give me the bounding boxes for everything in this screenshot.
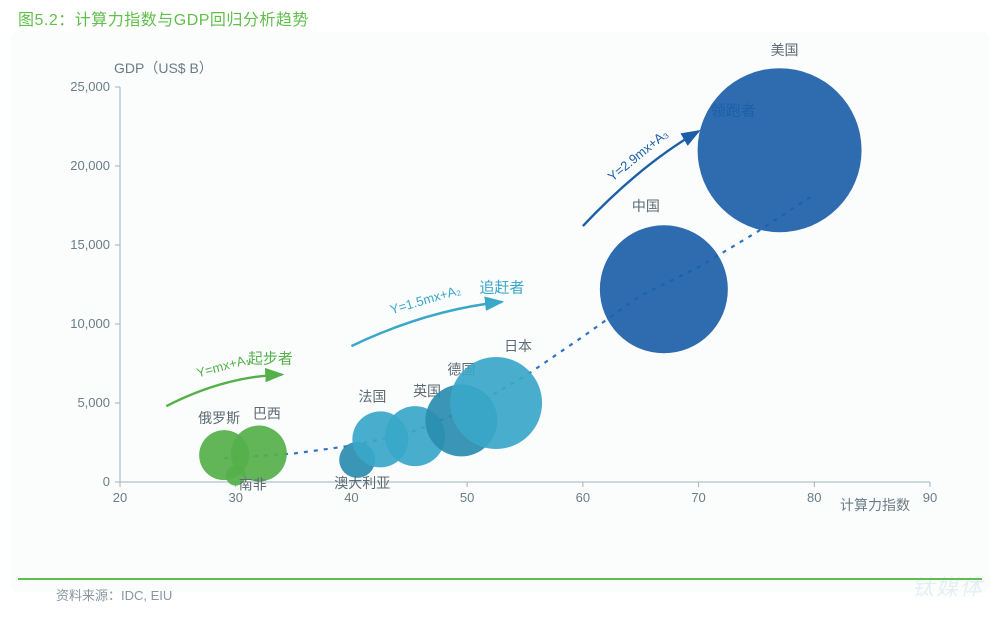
bottom-rule: [18, 578, 982, 580]
x-axis-title: 计算力指数: [840, 497, 910, 513]
source-label: 资料来源：IDC, EIU: [56, 585, 172, 604]
group-label-leaders: 领跑者: [711, 102, 756, 119]
page-root: 图5.2：计算力指数与GDP回归分析趋势 GDP（US$ B） 计算力指数 0 5,0…: [0, 0, 1000, 632]
bubble-label: 美国: [771, 42, 799, 58]
x-tick-label: 50: [460, 490, 474, 505]
x-tick-label: 80: [807, 490, 821, 505]
group-label-starters: 起步者: [248, 351, 293, 368]
bubble-日本: [450, 357, 542, 449]
y-tick-label: 0: [103, 474, 110, 489]
x-tick-label: 20: [113, 490, 127, 505]
bubble-chart: GDP（US$ B）计算力指数05,00010,00015,00020,0002…: [70, 82, 940, 512]
y-tick-label: 25,000: [70, 79, 110, 94]
group-arrow-chasers: [351, 302, 501, 346]
figure-title-text: 计算力指数与GDP回归分析趋势: [75, 12, 309, 29]
y-tick-label: 10,000: [70, 316, 110, 331]
y-tick-label: 5,000: [77, 395, 110, 410]
bubble-label: 法国: [358, 388, 386, 404]
group-arrow-starters: [166, 375, 282, 407]
equation-label: Y=mx+A₁: [195, 351, 252, 380]
y-tick-label: 20,000: [70, 158, 110, 173]
bubble-label: 中国: [632, 198, 660, 214]
x-tick-label: 40: [344, 490, 358, 505]
group-label-chasers: 追赶者: [479, 279, 524, 296]
bubble-label: 南非: [239, 477, 267, 493]
bubble-label: 俄罗斯: [198, 410, 240, 426]
y-axis-title: GDP（US$ B）: [114, 60, 213, 76]
bubble-中国: [600, 225, 728, 353]
x-tick-label: 90: [923, 490, 937, 505]
figure-title: 图5.2：计算力指数与GDP回归分析趋势: [18, 6, 309, 30]
bubble-美国: [698, 68, 862, 232]
x-tick-label: 60: [576, 490, 590, 505]
bubble-label: 澳大利亚: [334, 475, 390, 491]
chart-panel: GDP（US$ B） 计算力指数 0 5,000 10,000 15,000 20,000 2…: [10, 32, 990, 592]
x-tick-label: 70: [691, 490, 705, 505]
equation-label: Y=1.5mx+A₂: [388, 282, 462, 317]
bubble-label: 日本: [504, 338, 532, 354]
y-tick-label: 15,000: [70, 237, 110, 252]
bubble-label: 巴西: [253, 406, 281, 422]
figure-number: 图5.2：: [18, 12, 75, 29]
